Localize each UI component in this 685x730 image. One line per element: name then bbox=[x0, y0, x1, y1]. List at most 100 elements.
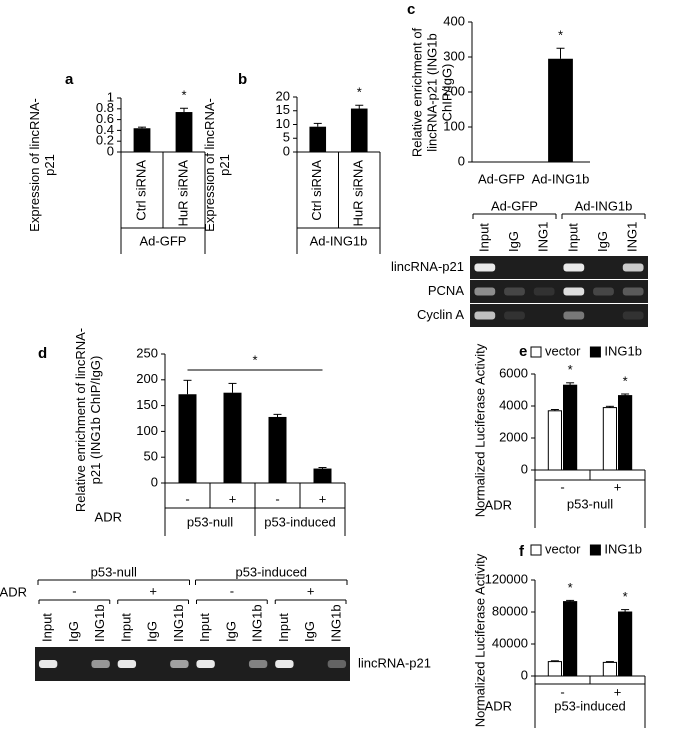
x-tick-label: + bbox=[614, 684, 622, 699]
legend-label: ING1b bbox=[604, 343, 642, 358]
gel-lane-label: Input bbox=[565, 223, 580, 252]
gel-lane-label: IgG bbox=[66, 621, 81, 642]
gel-group-label: Ad-ING1b bbox=[575, 198, 633, 213]
y-tick-label: 4000 bbox=[499, 397, 528, 412]
y-tick-label: 2000 bbox=[499, 429, 528, 444]
gel-band bbox=[38, 660, 58, 668]
panel-label: d bbox=[38, 345, 47, 362]
y-tick-label: 200 bbox=[136, 371, 158, 386]
gel-band bbox=[593, 287, 614, 296]
x-tick-label: - bbox=[560, 684, 564, 699]
gel-treatment: - bbox=[72, 583, 76, 598]
bar bbox=[133, 128, 151, 152]
gel-band bbox=[248, 660, 268, 668]
gel-lane-label: Input bbox=[476, 223, 491, 252]
y-tick-label: 0.6 bbox=[96, 111, 114, 126]
gel-lane-label: ING1b bbox=[92, 604, 107, 642]
bar bbox=[547, 410, 562, 471]
gel-group-label: p53-null bbox=[91, 564, 137, 579]
gel-band bbox=[563, 311, 585, 320]
y-tick-label: 6000 bbox=[499, 365, 528, 380]
bar bbox=[563, 601, 578, 677]
legend-label: ING1b bbox=[604, 541, 642, 556]
y-tick-label: 0.4 bbox=[96, 122, 114, 137]
gel-band bbox=[91, 660, 110, 668]
legend-swatch bbox=[589, 346, 601, 358]
y-tick-label: 0 bbox=[521, 461, 528, 476]
y-tick-label: 40000 bbox=[492, 635, 528, 650]
group-label: p53-induced bbox=[264, 514, 336, 529]
panel-label: e bbox=[519, 343, 527, 360]
bar bbox=[602, 661, 617, 677]
x-axis-label: ADR bbox=[485, 698, 512, 713]
gel-lane-label: ING1b bbox=[328, 604, 343, 642]
gel-lane-label: ING1 bbox=[625, 222, 640, 252]
gel-image bbox=[470, 304, 648, 327]
gel-band bbox=[474, 263, 496, 272]
y-tick-label: 5 bbox=[283, 130, 290, 145]
bar bbox=[618, 395, 633, 471]
gel-group-label: Ad-GFP bbox=[491, 198, 538, 213]
x-tick-label: - bbox=[275, 491, 279, 506]
gel-row-label: lincRNA-p21 bbox=[391, 259, 464, 274]
y-axis-label: Relative enrichment of lincRNA-p21 (ING1… bbox=[409, 27, 455, 157]
bar bbox=[350, 108, 368, 152]
gel-image bbox=[470, 280, 648, 303]
legend-label: vector bbox=[545, 343, 581, 358]
annotation: * bbox=[568, 362, 573, 377]
bar bbox=[309, 126, 327, 152]
y-axis-label: Expression of lincRNA-p21 bbox=[27, 98, 57, 232]
gel-row-label: PCNA bbox=[428, 283, 464, 298]
gel-band bbox=[622, 311, 644, 320]
bar bbox=[175, 112, 193, 152]
x-tick-label: Ad-GFP bbox=[478, 171, 525, 186]
legend-swatch bbox=[530, 346, 542, 358]
bar bbox=[618, 611, 633, 677]
annotation: * bbox=[568, 580, 573, 595]
y-tick-label: 250 bbox=[136, 345, 158, 360]
bar bbox=[602, 407, 617, 471]
y-tick-label: 0 bbox=[458, 153, 465, 168]
gel-lane-label: Input bbox=[276, 613, 291, 642]
group-label: Ad-GFP bbox=[140, 233, 187, 248]
legend-swatch bbox=[530, 544, 542, 556]
y-tick-label: 300 bbox=[443, 48, 465, 63]
gel-lane-label: IgG bbox=[223, 621, 238, 642]
gel-band bbox=[504, 311, 525, 320]
gel-band bbox=[563, 263, 585, 272]
gel-treatment: + bbox=[149, 583, 157, 598]
panel-label: b bbox=[238, 71, 247, 88]
y-axis-label: Normalized Luciferase Activity bbox=[472, 343, 488, 517]
y-tick-label: 15 bbox=[276, 102, 290, 117]
y-tick-label: 10 bbox=[276, 116, 290, 131]
group-label: p53-induced bbox=[554, 698, 626, 713]
gel-group-label: p53-induced bbox=[235, 564, 307, 579]
y-tick-label: 0 bbox=[283, 143, 290, 158]
gel-treatment-label: ADR bbox=[0, 584, 27, 599]
legend-label: vector bbox=[545, 541, 581, 556]
x-tick-label: - bbox=[185, 491, 189, 506]
gel-band bbox=[622, 263, 644, 272]
y-tick-label: 0 bbox=[151, 474, 158, 489]
gel-band bbox=[170, 660, 189, 668]
bar bbox=[223, 392, 242, 483]
x-tick-label: Ad-ING1b bbox=[532, 171, 590, 186]
annotation: * bbox=[181, 88, 186, 103]
gel-band bbox=[622, 287, 644, 296]
gel-band bbox=[275, 660, 294, 668]
group-label: p53-null bbox=[567, 496, 613, 511]
gel-lane-label: Input bbox=[118, 613, 133, 642]
group-label: Ad-ING1b bbox=[310, 233, 368, 248]
bar bbox=[178, 394, 197, 483]
y-tick-label: 120000 bbox=[485, 571, 528, 586]
annotation: * bbox=[623, 373, 628, 388]
x-tick-label: + bbox=[319, 491, 327, 506]
y-tick-label: 1 bbox=[107, 89, 114, 104]
y-tick-label: 400 bbox=[443, 13, 465, 28]
x-tick-label: + bbox=[229, 491, 237, 506]
bar bbox=[563, 384, 578, 471]
x-tick-label: Ctrl siRNA bbox=[309, 160, 324, 221]
y-axis-label: Expression of lincRNA-p21 bbox=[202, 98, 232, 232]
y-tick-label: 50 bbox=[144, 449, 158, 464]
y-tick-label: 0.8 bbox=[96, 100, 114, 115]
